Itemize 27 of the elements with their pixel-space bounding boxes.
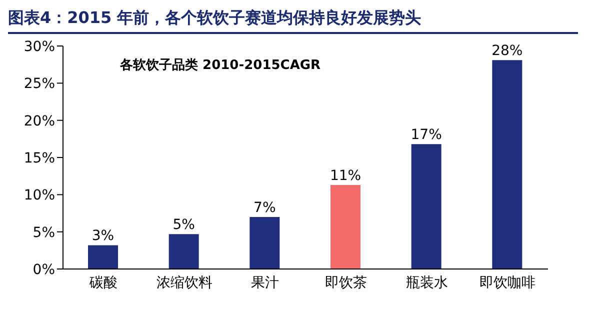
x-tick-label: 碳酸 (88, 274, 118, 291)
data-label: 5% (172, 217, 195, 234)
chart-title: 图表4：2015 年前，各个软饮子赛道均保持良好发展势头 (8, 8, 578, 34)
y-tick-label: 30% (24, 38, 55, 55)
data-label: 11% (330, 168, 362, 184)
bar (88, 245, 118, 269)
y-tick-label: 10% (24, 188, 55, 204)
x-tick-label: 果汁 (251, 274, 280, 291)
data-label: 3% (92, 228, 114, 244)
y-tick-label: 15% (24, 150, 55, 166)
bar (411, 144, 442, 269)
bar (250, 216, 280, 269)
data-label: 17% (410, 127, 442, 144)
y-tick-label: 20% (24, 113, 55, 130)
data-label: 7% (254, 200, 276, 216)
x-tick-label: 即饮咖啡 (480, 274, 536, 291)
x-tick-label: 瓶装水 (406, 274, 448, 291)
y-tick-label: 0% (32, 262, 55, 278)
bar (492, 60, 522, 269)
x-tick-label: 即饮茶 (324, 274, 367, 291)
bar (330, 185, 360, 269)
x-tick-label: 浓缩饮料 (156, 274, 212, 291)
data-label: 28% (492, 43, 523, 60)
y-tick-label: 25% (24, 76, 55, 92)
text: 各软饮子品类 2010-2015CAGR (120, 57, 321, 74)
y-tick-label: 5% (32, 224, 55, 241)
bar (168, 234, 199, 269)
